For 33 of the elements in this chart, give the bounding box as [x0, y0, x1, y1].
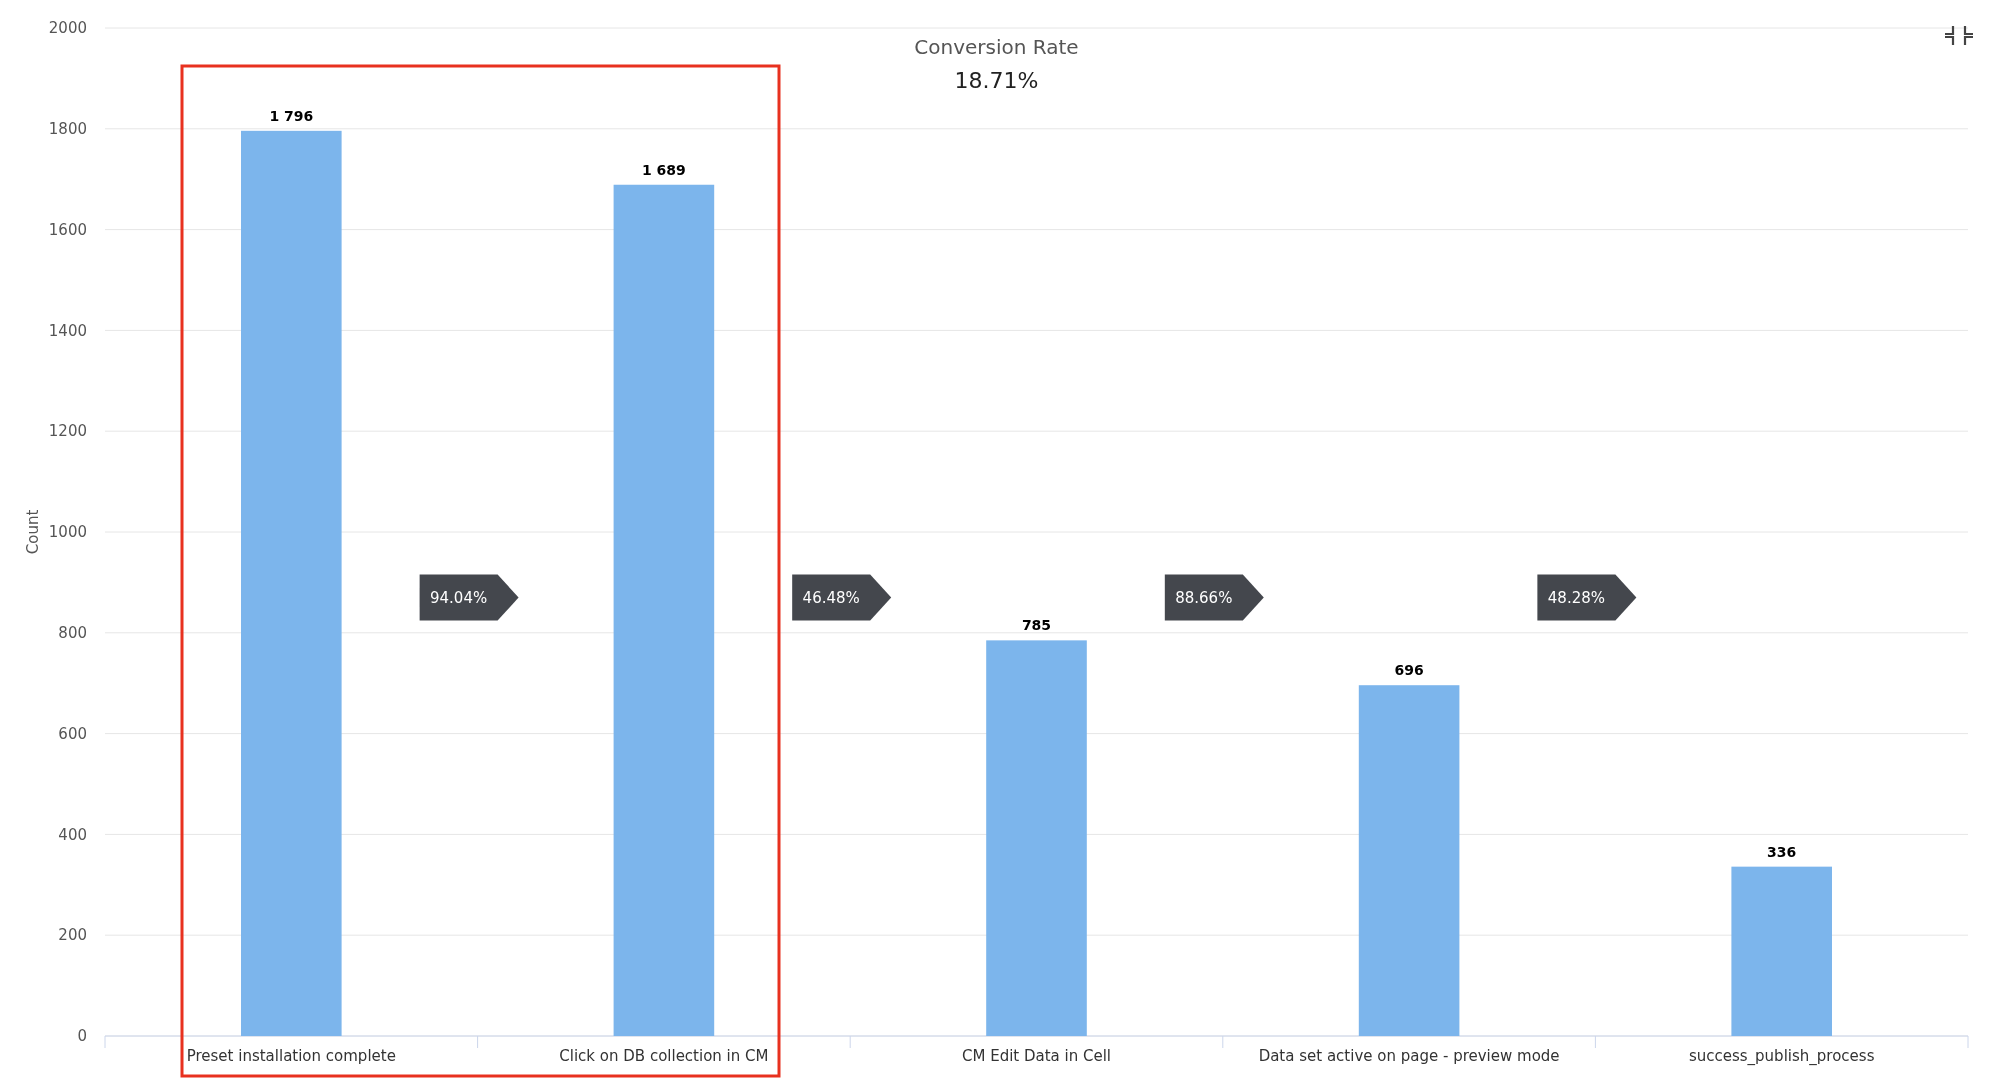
data-label: 1 689: [641, 161, 686, 178]
chart-title: Conversion Rate: [914, 35, 1079, 59]
x-tick-label: Preset installation complete: [186, 1047, 396, 1065]
annotation: 48.28%: [1547, 588, 1605, 607]
x-tick-label: Click on DB collection in CM: [559, 1047, 769, 1065]
y-tick-label: 1200: [48, 422, 87, 441]
y-tick-label: 0: [77, 1027, 87, 1046]
y-tick-label: 200: [58, 926, 87, 945]
bar: [986, 640, 1087, 1036]
y-tick-label: 1600: [48, 220, 87, 239]
y-tick-label: 400: [58, 825, 87, 844]
bar: [241, 130, 342, 1036]
data-label: 696: [1394, 662, 1424, 679]
annotation: 88.66%: [1175, 588, 1233, 607]
bar: [1358, 685, 1460, 1036]
text: 18.71%: [954, 68, 1039, 93]
data-label: 336: [1767, 843, 1797, 860]
bar: [1731, 866, 1832, 1036]
y-tick-label: 1800: [48, 120, 87, 139]
x-tick-label: CM Edit Data in Cell: [961, 1047, 1112, 1065]
data-label: 785: [1021, 617, 1052, 634]
y-axis-title: Count: [24, 509, 42, 555]
data-label: 1 796: [269, 107, 314, 124]
bar: [613, 184, 715, 1036]
y-tick-label: 600: [58, 724, 87, 743]
y-tick-label: 800: [58, 624, 87, 643]
annotation: 46.48%: [802, 588, 860, 607]
y-tick-label: 1400: [48, 321, 87, 340]
x-tick-label: success_publish_process: [1688, 1047, 1875, 1066]
annotation: 94.04%: [430, 588, 488, 607]
x-tick-label: Data set active on page - preview mode: [1258, 1047, 1560, 1065]
y-tick-label: 2000: [48, 19, 87, 38]
y-tick-label: 1000: [48, 523, 87, 542]
